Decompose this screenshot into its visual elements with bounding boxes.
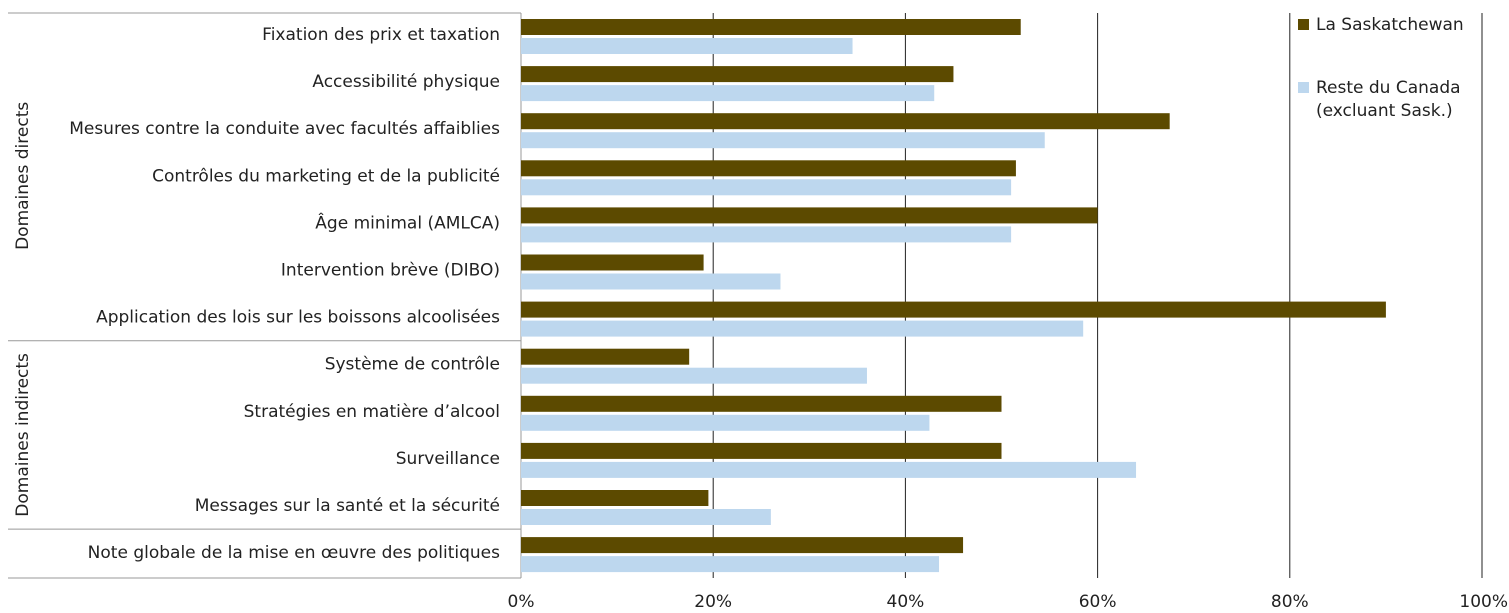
x-tick-label: 100% bbox=[1459, 592, 1508, 612]
bar-saskatchewan bbox=[521, 490, 709, 506]
category-label: Fixation des prix et taxation bbox=[262, 25, 500, 45]
bar-saskatchewan bbox=[521, 395, 1002, 412]
bar-reste-du-canada bbox=[521, 367, 867, 384]
bar-saskatchewan bbox=[521, 19, 1021, 35]
bar-saskatchewan bbox=[521, 160, 1016, 177]
legend-label: La Saskatchewan bbox=[1316, 15, 1464, 35]
bar-saskatchewan bbox=[521, 207, 1098, 224]
category-label: Surveillance bbox=[396, 449, 500, 469]
category-label: Âge minimal (AMLCA) bbox=[315, 211, 500, 233]
bar-saskatchewan bbox=[521, 254, 704, 271]
x-tick-labels: 0% 20% 40% 60% 80% 100% bbox=[508, 592, 1508, 612]
legend-label: (excluant Sask.) bbox=[1316, 101, 1453, 121]
group-labels: Domaines directs Domaines indirects bbox=[13, 102, 33, 517]
bar-reste-du-canada bbox=[521, 273, 781, 290]
bars bbox=[521, 19, 1386, 573]
category-label: Intervention brève (DIBO) bbox=[281, 261, 500, 281]
x-tick-label: 0% bbox=[508, 592, 535, 612]
legend-swatch bbox=[1298, 82, 1309, 93]
bar-saskatchewan bbox=[521, 113, 1170, 130]
category-label: Application des lois sur les boissons al… bbox=[96, 308, 500, 328]
bar-reste-du-canada bbox=[521, 226, 1012, 243]
bar-reste-du-canada bbox=[521, 38, 853, 54]
category-label: Mesures contre la conduite avec facultés… bbox=[69, 119, 500, 139]
legend-swatch bbox=[1298, 19, 1309, 30]
chart-frame bbox=[8, 12, 521, 579]
group-label: Domaines directs bbox=[13, 102, 33, 250]
bar-saskatchewan bbox=[521, 537, 964, 554]
bar-reste-du-canada bbox=[521, 461, 1137, 478]
legend: La Saskatchewan Reste du Canada (excluant … bbox=[1298, 15, 1464, 121]
bar-reste-du-canada bbox=[521, 179, 1012, 196]
category-label: Messages sur la santé et la sécurité bbox=[195, 496, 500, 516]
bar-reste-du-canada bbox=[521, 132, 1045, 149]
bar-reste-du-canada bbox=[521, 556, 940, 573]
category-labels: Fixation des prix et taxation Accessibili… bbox=[69, 25, 500, 563]
category-label: Contrôles du marketing et de la publicit… bbox=[152, 166, 500, 186]
x-tick-label: 40% bbox=[887, 592, 925, 612]
category-label: Accessibilité physique bbox=[312, 72, 500, 92]
bar-reste-du-canada bbox=[521, 509, 771, 525]
bar-saskatchewan bbox=[521, 348, 690, 365]
category-label: Note globale de la mise en œuvre des pol… bbox=[88, 543, 500, 563]
x-tick-label: 60% bbox=[1079, 592, 1117, 612]
category-label: Système de contrôle bbox=[325, 355, 500, 375]
x-tick-label: 20% bbox=[694, 592, 732, 612]
legend-label: Reste du Canada bbox=[1316, 78, 1461, 98]
bar-reste-du-canada bbox=[521, 414, 930, 431]
bar-reste-du-canada bbox=[521, 320, 1084, 337]
x-tick-label: 80% bbox=[1271, 592, 1309, 612]
category-label: Stratégies en matière d’alcool bbox=[244, 402, 500, 422]
bar-saskatchewan bbox=[521, 442, 1002, 459]
group-label: Domaines indirects bbox=[13, 353, 33, 517]
bar-saskatchewan bbox=[521, 301, 1386, 318]
bar-saskatchewan bbox=[521, 66, 954, 83]
gridlines bbox=[520, 13, 1483, 578]
bar-reste-du-canada bbox=[521, 85, 935, 102]
